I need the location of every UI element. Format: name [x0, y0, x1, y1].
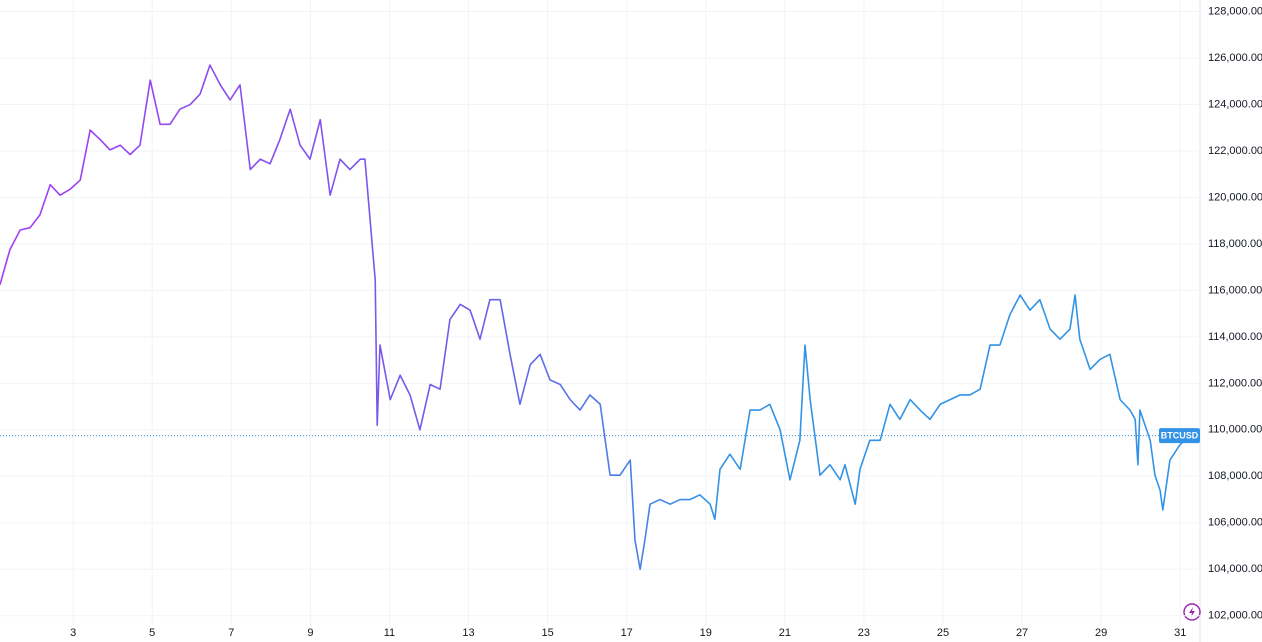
y-tick-label: 126,000.00 [1208, 52, 1262, 64]
x-tick-label: 31 [1174, 627, 1186, 639]
y-tick-label: 104,000.00 [1208, 563, 1262, 575]
x-tick-label: 3 [70, 627, 76, 639]
x-tick-label: 29 [1095, 627, 1107, 639]
x-tick-label: 21 [779, 627, 791, 639]
y-tick-label: 112,000.00 [1208, 377, 1262, 389]
y-tick-label: 116,000.00 [1208, 284, 1262, 296]
y-tick-label: 106,000.00 [1208, 517, 1262, 529]
symbol-label: BTCUSD [1161, 431, 1199, 441]
y-tick-label: 120,000.00 [1208, 191, 1262, 203]
price-line [0, 64, 1191, 571]
y-tick-label: 108,000.00 [1208, 470, 1262, 482]
x-tick-label: 25 [937, 627, 949, 639]
x-tick-label: 7 [228, 627, 234, 639]
x-tick-label: 27 [1016, 627, 1028, 639]
x-tick-label: 5 [149, 627, 155, 639]
x-tick-label: 23 [858, 627, 870, 639]
y-tick-label: 110,000.00 [1208, 424, 1262, 436]
x-tick-label: 15 [541, 627, 553, 639]
y-tick-label: 118,000.00 [1208, 238, 1262, 250]
y-tick-label: 122,000.00 [1208, 145, 1262, 157]
x-tick-label: 17 [621, 627, 633, 639]
y-tick-label: 128,000.00 [1208, 6, 1262, 18]
x-tick-label: 9 [307, 627, 313, 639]
x-tick-label: 11 [384, 627, 395, 639]
y-tick-label: 114,000.00 [1208, 331, 1262, 343]
alert-icon[interactable] [1183, 603, 1201, 621]
grid [0, 0, 1200, 625]
x-tick-label: 19 [700, 627, 712, 639]
y-tick-label: 102,000.00 [1208, 610, 1262, 622]
x-tick-label: 13 [462, 627, 474, 639]
symbol-badge [1159, 428, 1200, 444]
y-tick-label: 124,000.00 [1208, 98, 1262, 110]
